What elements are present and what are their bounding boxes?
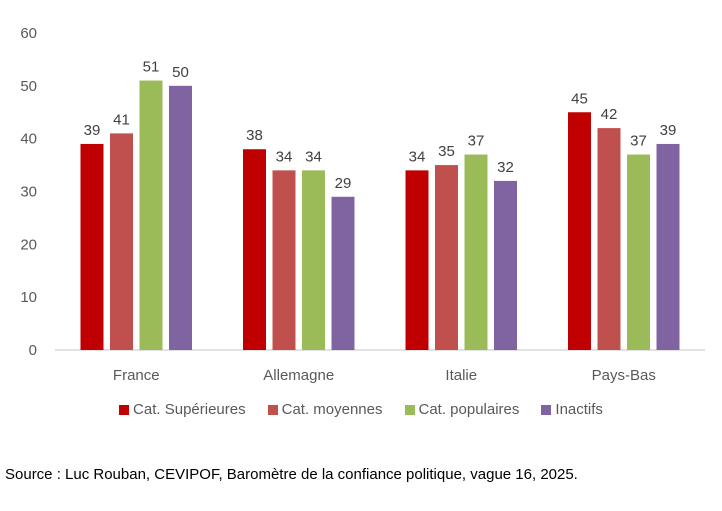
bar	[494, 180, 517, 350]
bar	[656, 143, 680, 350]
data-label: 37	[630, 133, 647, 150]
legend-label: Cat. moyennes	[281, 401, 383, 418]
data-label: 50	[172, 64, 189, 81]
bar	[597, 128, 621, 350]
legend-item: Inactifs	[541, 401, 603, 418]
legend-label: Cat. Supérieures	[133, 401, 246, 418]
legend-label: Cat. populaires	[418, 401, 520, 418]
y-tick-label: 40	[20, 131, 37, 148]
x-category-label: Pays-Bas	[592, 367, 656, 384]
legend-swatch	[541, 404, 552, 415]
x-category-label: Allemagne	[263, 367, 334, 384]
y-tick-label: 30	[20, 184, 37, 201]
bar	[302, 170, 325, 350]
y-tick-label: 20	[20, 236, 37, 253]
bar	[272, 170, 296, 350]
y-tick-label: 50	[20, 78, 37, 95]
data-label: 34	[409, 148, 426, 165]
data-label: 32	[497, 159, 514, 176]
data-label: 42	[601, 106, 618, 123]
bar	[80, 143, 104, 350]
legend: Cat. Supérieures Cat. moyennes Cat. popula…	[0, 401, 722, 418]
data-label: 34	[305, 148, 322, 165]
data-label: 41	[113, 111, 130, 128]
x-category-label: France	[113, 367, 160, 384]
bar	[243, 149, 266, 350]
legend-swatch	[404, 404, 415, 415]
data-label: 45	[571, 90, 588, 107]
bar	[169, 85, 192, 350]
source-note: Source : Luc Rouban, CEVIPOF, Baromètre …	[5, 466, 578, 483]
data-label: 29	[335, 175, 352, 192]
data-label: 51	[143, 59, 160, 76]
bar	[139, 80, 163, 351]
bar	[331, 196, 355, 350]
legend-item: Cat. populaires	[404, 401, 520, 418]
legend-swatch	[119, 404, 130, 415]
bar	[110, 133, 133, 350]
y-tick-label: 0	[29, 342, 37, 359]
bar-chart: 0 10 20 30 40 50 60 39 41 51 50 France 38 34 34 29 Allem…	[20, 25, 705, 384]
data-label: 39	[84, 122, 101, 139]
data-label: 39	[660, 122, 677, 139]
data-label: 37	[468, 133, 485, 150]
y-tick-label: 10	[20, 289, 37, 306]
bar	[435, 165, 458, 350]
legend-swatch	[267, 404, 278, 415]
legend-item: Cat. moyennes	[267, 401, 383, 418]
data-label: 38	[246, 127, 263, 144]
bar	[464, 154, 488, 350]
bar	[627, 154, 650, 350]
x-category-label: Italie	[445, 367, 477, 384]
legend-label: Inactifs	[555, 401, 603, 418]
data-label: 35	[438, 143, 455, 160]
bar	[405, 170, 429, 350]
y-tick-label: 60	[20, 25, 37, 42]
bar	[568, 112, 591, 350]
data-label: 34	[276, 148, 293, 165]
legend-item: Cat. Supérieures	[119, 401, 246, 418]
